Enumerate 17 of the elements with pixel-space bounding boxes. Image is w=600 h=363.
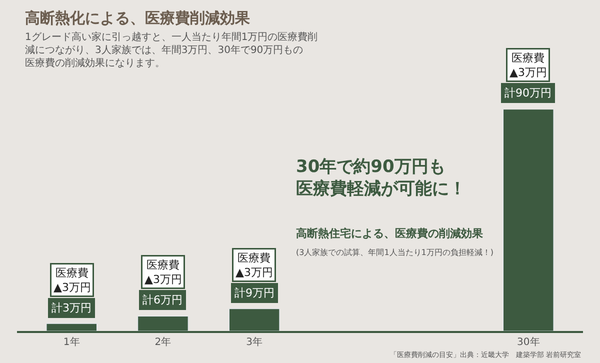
data-label: 計90万円 <box>504 86 552 100</box>
annotation: 高断熱住宅による、医療費の削減効果 <box>296 227 484 240</box>
x-tick-label: 2年 <box>154 336 172 348</box>
chart-title: 高断熱化による、医療費削減効果 <box>25 9 251 27</box>
annotation: (3人家族での試算、年間1人当たり1万円の負担軽減！) <box>296 248 494 257</box>
x-tick-label: 3年 <box>246 336 263 348</box>
annotation: 医療費▲3万円 <box>510 52 547 79</box>
data-label: 計6万円 <box>142 294 182 306</box>
data-label: 計9万円 <box>234 286 274 300</box>
x-tick-label: 30年 <box>517 336 540 348</box>
annotation: 医療費▲3万円 <box>236 252 273 279</box>
annotation: 30年で約90万円も医療費軽減が可能に！ <box>296 157 466 200</box>
annotation: 医療費▲3万円 <box>54 266 91 294</box>
chart-subtitle: 1グレード高い家に引っ越すと、一人当たり年間1万円の医療費削減につながり、3人家族では、年間3万円、30年で90万円もの医療費の削減効果になります。 <box>25 31 318 69</box>
x-tick-label: 1年 <box>63 336 80 348</box>
annotation: 医療費▲3万円 <box>144 258 182 286</box>
data-label: 計3万円 <box>52 302 92 314</box>
